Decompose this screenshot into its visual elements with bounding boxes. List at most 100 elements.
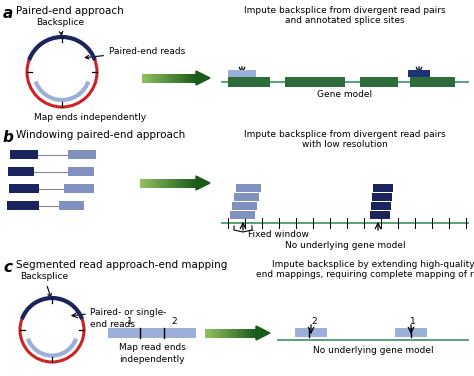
- Bar: [174, 73, 176, 82]
- FancyArrow shape: [196, 71, 210, 85]
- Bar: [372, 193, 392, 201]
- Bar: [371, 202, 391, 210]
- Bar: [252, 329, 254, 338]
- Text: Map ends independently: Map ends independently: [34, 113, 146, 122]
- Bar: [154, 179, 156, 188]
- Bar: [241, 329, 243, 338]
- Text: Backsplice: Backsplice: [20, 272, 68, 297]
- Bar: [373, 184, 393, 192]
- Bar: [168, 179, 170, 188]
- Text: and annotated splice sites: and annotated splice sites: [285, 16, 405, 25]
- Bar: [192, 73, 194, 82]
- Text: Impute backsplice from divergent read pairs: Impute backsplice from divergent read pa…: [244, 6, 446, 15]
- Bar: [193, 179, 195, 188]
- Bar: [211, 329, 213, 338]
- Bar: [157, 73, 159, 82]
- Bar: [205, 329, 207, 338]
- Text: No underlying gene model: No underlying gene model: [285, 241, 405, 250]
- Bar: [162, 73, 164, 82]
- Bar: [171, 179, 173, 188]
- Bar: [176, 73, 178, 82]
- Bar: [182, 179, 184, 188]
- Text: Map read ends
independently: Map read ends independently: [118, 343, 185, 364]
- Bar: [254, 329, 255, 338]
- Text: Backsplice: Backsplice: [36, 18, 84, 35]
- Bar: [175, 179, 177, 188]
- Bar: [153, 73, 155, 82]
- Bar: [8, 167, 34, 176]
- Bar: [163, 179, 164, 188]
- Bar: [208, 329, 210, 338]
- Bar: [246, 329, 247, 338]
- Text: b: b: [3, 130, 14, 145]
- FancyArrow shape: [196, 176, 210, 190]
- Bar: [224, 329, 226, 338]
- Text: Impute backsplice by extending high-quality: Impute backsplice by extending high-qual…: [272, 260, 474, 269]
- Bar: [145, 73, 146, 82]
- Bar: [143, 179, 145, 188]
- Bar: [230, 329, 232, 338]
- Bar: [10, 150, 38, 159]
- Bar: [59, 201, 84, 210]
- Bar: [206, 329, 208, 338]
- Bar: [155, 179, 157, 188]
- Bar: [166, 73, 168, 82]
- Bar: [185, 73, 187, 82]
- Bar: [149, 73, 151, 82]
- Bar: [154, 73, 156, 82]
- Bar: [166, 179, 168, 188]
- Bar: [210, 329, 212, 338]
- Bar: [228, 329, 230, 338]
- Bar: [160, 179, 162, 188]
- Text: c: c: [3, 260, 12, 275]
- Bar: [186, 179, 188, 188]
- Bar: [155, 73, 157, 82]
- Bar: [141, 179, 143, 188]
- Bar: [189, 73, 191, 82]
- Bar: [191, 73, 192, 82]
- Bar: [209, 329, 210, 338]
- Bar: [147, 73, 149, 82]
- Bar: [164, 179, 166, 188]
- Text: a: a: [3, 6, 13, 21]
- Bar: [237, 329, 238, 338]
- Bar: [220, 329, 222, 338]
- Text: 2: 2: [311, 317, 317, 326]
- Bar: [146, 179, 147, 188]
- Bar: [182, 73, 184, 82]
- Bar: [236, 329, 237, 338]
- Bar: [160, 73, 162, 82]
- Bar: [164, 73, 165, 82]
- Bar: [168, 73, 170, 82]
- Bar: [408, 70, 430, 77]
- Bar: [232, 202, 257, 210]
- Bar: [410, 77, 455, 87]
- Bar: [151, 179, 153, 188]
- Bar: [234, 193, 259, 201]
- Bar: [191, 179, 192, 188]
- Bar: [169, 179, 171, 188]
- Text: Paired-end approach: Paired-end approach: [16, 6, 124, 16]
- Text: Gene model: Gene model: [318, 90, 373, 99]
- Bar: [185, 179, 187, 188]
- Bar: [172, 179, 174, 188]
- Text: 1: 1: [127, 317, 133, 326]
- Bar: [172, 73, 173, 82]
- Bar: [142, 73, 144, 82]
- Text: end mappings, requiring complete mapping of read: end mappings, requiring complete mapping…: [256, 270, 474, 279]
- Text: Paired- or single-
end reads: Paired- or single- end reads: [90, 308, 166, 329]
- Bar: [68, 167, 94, 176]
- FancyArrow shape: [256, 326, 270, 340]
- Bar: [153, 179, 155, 188]
- Bar: [248, 329, 250, 338]
- Bar: [239, 329, 241, 338]
- Bar: [178, 179, 180, 188]
- Bar: [223, 329, 225, 338]
- Bar: [188, 73, 190, 82]
- Bar: [68, 150, 96, 159]
- Bar: [221, 329, 223, 338]
- Bar: [148, 179, 150, 188]
- Bar: [215, 329, 217, 338]
- Bar: [7, 201, 39, 210]
- Bar: [227, 329, 228, 338]
